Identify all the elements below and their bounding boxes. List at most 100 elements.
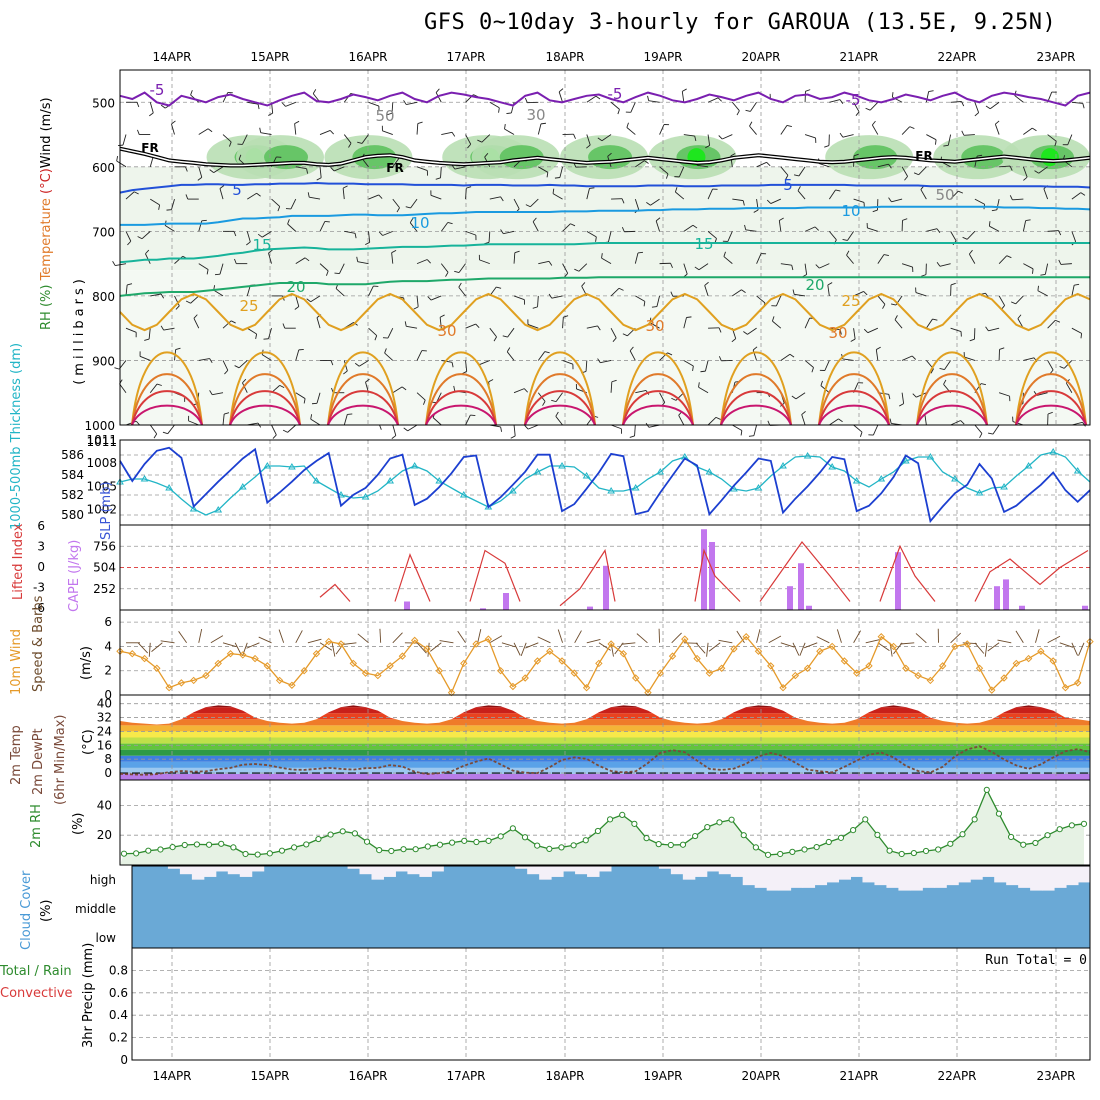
wind-speed-marker [275, 676, 284, 685]
thickness-marker [337, 491, 345, 498]
rh-contour-fill [499, 145, 544, 170]
wind-barb [1071, 285, 1075, 297]
slp-tick-label: 1002 [86, 503, 117, 517]
wind-barb [329, 130, 334, 135]
wind-barb [805, 89, 811, 92]
wind-barb [570, 223, 576, 227]
wind-barb [836, 629, 842, 643]
wind-barb [950, 231, 957, 242]
rh-marker [546, 845, 553, 852]
wind-barb [871, 120, 876, 126]
wind-barb [718, 639, 733, 644]
cloud-high-gap [203, 866, 217, 877]
contour-label: 30 [828, 324, 847, 342]
wind-barb [610, 101, 620, 110]
wind-barb [775, 295, 782, 307]
isotherm-loop [916, 351, 988, 426]
wind-barb [246, 241, 251, 246]
wind-barb [498, 107, 500, 113]
wind-barb [925, 91, 930, 103]
cloud-high-gap [1006, 866, 1019, 886]
wind-barb [921, 274, 927, 277]
wind-barb [365, 241, 370, 245]
rh-marker [801, 846, 808, 853]
wind-barb [877, 295, 886, 305]
wind-barb [835, 189, 841, 192]
wind-barb [797, 186, 801, 191]
wind-barb [481, 134, 491, 143]
wind-barb [255, 333, 258, 340]
rh-marker [376, 846, 383, 854]
thickness-tick-label: 582 [61, 488, 84, 502]
wind-speed-marker [853, 669, 861, 677]
wind-barb [1082, 103, 1085, 109]
wind-barb [365, 378, 370, 383]
wind-barb [999, 165, 1011, 168]
wind-barb [847, 231, 854, 241]
wind-speed-marker [877, 633, 885, 641]
rh-marker [424, 843, 431, 850]
wind-barb [780, 353, 791, 361]
wind-barb [920, 189, 927, 200]
contour-label: 25 [841, 292, 860, 310]
wind-barb [801, 411, 806, 415]
wind-barb [899, 403, 904, 407]
contour-label: FR [141, 141, 158, 155]
wind-barb [290, 198, 297, 210]
wind-barb [153, 433, 158, 439]
wind-barb [198, 220, 203, 232]
wind-barb [859, 431, 863, 437]
cape-tick-label: 252 [93, 582, 116, 596]
wind-barb [1060, 263, 1072, 265]
wind-barb [842, 238, 848, 241]
wind-barb [629, 435, 635, 438]
wind-barb [909, 126, 915, 129]
rh-marker [922, 847, 930, 855]
wind-barb [824, 360, 830, 371]
wind-barb [137, 129, 140, 135]
wind-barb [303, 398, 306, 404]
wind-barb [924, 414, 927, 426]
wind-barb [484, 153, 489, 158]
wind-barb [342, 185, 348, 189]
wind-barb [185, 194, 189, 200]
wind-speed-marker [619, 650, 628, 658]
wind-barb [838, 418, 843, 423]
wind-tick-label: 4 [104, 639, 112, 653]
wind-barb [988, 221, 991, 227]
cloud-high-gap [802, 866, 816, 888]
wind-barb [803, 642, 818, 649]
wind-barb [125, 284, 128, 296]
isotherm-loop [229, 373, 301, 426]
wind-speed-marker [189, 676, 198, 685]
wind-barb [950, 632, 961, 644]
lifted-index-line [469, 549, 521, 602]
cape-bar [1019, 605, 1025, 610]
wind-speed-marker [951, 642, 959, 651]
wind-barb [872, 424, 879, 436]
wind-tick-label: 6 [104, 615, 112, 629]
thickness-marker [165, 484, 173, 491]
wind-barb [268, 328, 272, 339]
wind-barb [222, 642, 237, 648]
wind-barb [888, 163, 892, 169]
wind-barb [853, 291, 864, 297]
wind-speed-marker [239, 651, 247, 659]
temp-band [120, 695, 1090, 701]
contour-label: 20 [286, 278, 305, 296]
wind-barb [416, 123, 419, 135]
rh-shading-band [120, 270, 1090, 425]
cloud-high-gap [539, 866, 552, 880]
wind-barb [271, 198, 280, 207]
wind-barb [439, 317, 442, 329]
rh-marker [716, 819, 723, 826]
thickness-tick-label: 584 [61, 468, 84, 482]
wind-barb [197, 177, 203, 181]
wind-barb [268, 112, 273, 116]
cloud-high-gap [790, 866, 804, 888]
isotherm-loop [1015, 390, 1087, 426]
wind-barb [145, 249, 150, 255]
wind-barb [727, 231, 733, 242]
wind-speed-marker [165, 684, 173, 692]
wind-barb [943, 144, 949, 147]
